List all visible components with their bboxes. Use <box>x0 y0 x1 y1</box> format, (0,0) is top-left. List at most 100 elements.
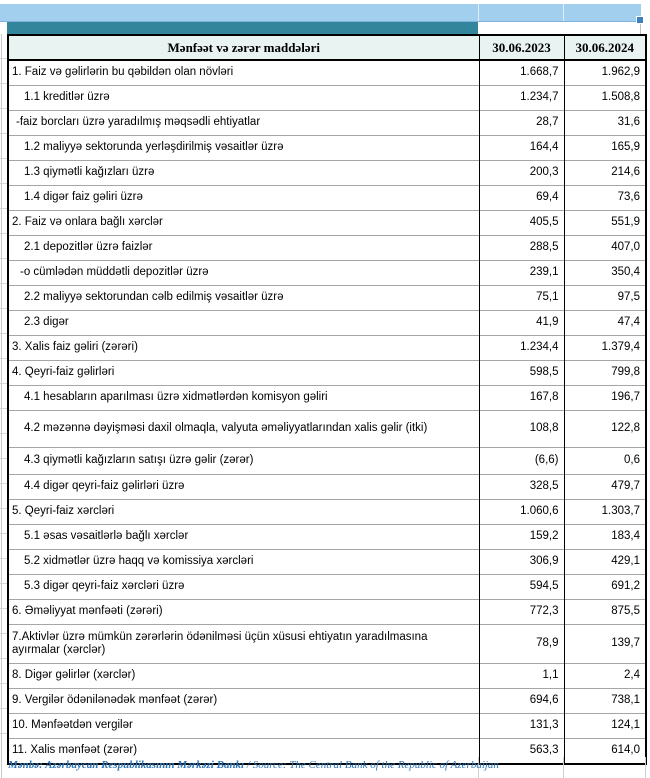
value-2024: 196,7 <box>563 385 646 411</box>
value-2023: 288,5 <box>478 235 564 261</box>
col-header-date-2024: 30.06.2024 <box>563 35 646 61</box>
header-row: Mənfəət və zərər maddələri 30.06.2023 30… <box>8 35 646 61</box>
gridline <box>645 757 646 778</box>
value-2024: 691,2 <box>563 574 646 600</box>
row-label: 5.2 xidmətlər üzrə haqq və komissiya xər… <box>8 549 479 575</box>
row-label: 1.3 qiymətli kağızları üzrə <box>8 160 479 186</box>
row-label: 5.3 digər qeyri-faiz xərcləri üzrə <box>8 574 479 600</box>
row-label: 2. Faiz və onlara bağlı xərclər <box>8 210 479 236</box>
source-note-en: Source: The Central Bank of the Republic… <box>252 759 499 771</box>
value-2023: 598,5 <box>478 360 564 386</box>
value-2023: 563,3 <box>478 738 564 764</box>
source-note-az: Mənbə: Azərbaycan Respublikasının Mərkəz… <box>8 759 245 771</box>
row-label: 9. Vergilər ödənilənədək mənfəət (zərər) <box>8 688 479 714</box>
value-2023: 167,8 <box>478 385 564 411</box>
column-separator <box>478 4 479 21</box>
row-label: 2.1 depozitlər üzrə faizlər <box>8 235 479 261</box>
row-label: 8. Digər gəlirlər (xərclər) <box>8 663 479 689</box>
value-2023: 164,4 <box>478 135 564 161</box>
table-row: 4.3 qiymətli kağızların satışı üzrə gəli… <box>8 447 646 475</box>
value-2023: 28,7 <box>478 110 564 136</box>
value-2024: 407,0 <box>563 235 646 261</box>
table-row: 1.4 digər faiz gəliri üzrə 69,4 73,6 <box>8 185 646 211</box>
value-2024: 875,5 <box>563 599 646 625</box>
value-2023: 239,1 <box>478 260 564 286</box>
table-row: 4.1 hesabların aparılması üzrə xidmətlər… <box>8 385 646 411</box>
table-row: 2. Faiz və onlara bağlı xərclər 405,5 551,… <box>8 210 646 236</box>
row-label: 1. Faiz və gəlirlərin bu qəbildən olan n… <box>8 60 479 86</box>
value-2023: 594,5 <box>478 574 564 600</box>
row-label: 10. Mənfəətdən vergilər <box>8 713 479 739</box>
value-2023: 772,3 <box>478 599 564 625</box>
row-label: 7.Aktivlər üzrə mümkün zərərlərin ödənil… <box>8 624 479 664</box>
value-2023: 131,3 <box>478 713 564 739</box>
value-2023: 405,5 <box>478 210 564 236</box>
col-header-items: Mənfəət və zərər maddələri <box>8 35 479 61</box>
table-row: -faiz borcları üzrə yaradılmış məqsədli … <box>8 110 646 136</box>
source-note: Mənbə: Azərbaycan Respublikasının Mərkəz… <box>8 759 648 771</box>
row-label: 4.4 digər qeyri-faiz gəlirləri üzrə <box>8 474 479 500</box>
value-2023: 1.060,6 <box>478 499 564 525</box>
table-row: 4.2 məzənnə dəyişməsi daxil olmaqla, val… <box>8 410 646 448</box>
table-row: 3. Xalis faiz gəliri (zərəri) 1.234,4 1.37… <box>8 335 646 361</box>
table-body: 1. Faiz və gəlirlərin bu qəbildən olan n… <box>8 60 646 764</box>
source-note-separator: / <box>244 759 253 771</box>
row-label: 11. Xalis mənfəət (zərər) <box>8 738 479 764</box>
table-row: 8. Digər gəlirlər (xərclər) 1,1 2,4 <box>8 663 646 689</box>
table-row: 5. Qeyri-faiz xərcləri 1.060,6 1.303,7 <box>8 499 646 525</box>
value-2024: 1.379,4 <box>563 335 646 361</box>
value-2023: 78,9 <box>478 624 564 664</box>
table-row: -o cümlədən müddətli depozitlər üzrə 239,… <box>8 260 646 286</box>
value-2024: 479,7 <box>563 474 646 500</box>
value-2023: 75,1 <box>478 285 564 311</box>
gridline <box>1 34 2 778</box>
table-row: 4. Qeyri-faiz gəlirləri 598,5 799,8 <box>8 360 646 386</box>
table-row: 1.3 qiymətli kağızları üzrə 200,3 214,6 <box>8 160 646 186</box>
value-2024: 31,6 <box>563 110 646 136</box>
table-row: 1.1 kreditlər üzrə 1.234,7 1.508,8 <box>8 85 646 111</box>
value-2024: 214,6 <box>563 160 646 186</box>
row-label: 1.1 kreditlər üzrə <box>8 85 479 111</box>
value-2024: 183,4 <box>563 524 646 550</box>
table-row: 2.1 depozitlər üzrə faizlər 288,5 407,0 <box>8 235 646 261</box>
value-2024: 429,1 <box>563 549 646 575</box>
value-2024: 1.303,7 <box>563 499 646 525</box>
selection-fill-handle[interactable] <box>636 16 644 24</box>
value-2023: (6,6) <box>478 447 564 475</box>
value-2024: 165,9 <box>563 135 646 161</box>
value-2024: 97,5 <box>563 285 646 311</box>
table-row: 10. Mənfəətdən vergilər 131,3 124,1 <box>8 713 646 739</box>
row-label: -faiz borcları üzrə yaradılmış məqsədli … <box>8 110 479 136</box>
table-row: 7.Aktivlər üzrə mümkün zərərlərin ödənil… <box>8 624 646 664</box>
row-label: 3. Xalis faiz gəliri (zərəri) <box>8 335 479 361</box>
table-row: 11. Xalis mənfəət (zərər) 563,3 614,0 <box>8 738 646 764</box>
value-2024: 124,1 <box>563 713 646 739</box>
table-row: 2.3 digər 41,9 47,4 <box>8 310 646 336</box>
row-label: 1.2 maliyyə sektorunda yerləşdirilmiş və… <box>8 135 479 161</box>
row-label: 5. Qeyri-faiz xərcləri <box>8 499 479 525</box>
value-2024: 122,8 <box>563 410 646 448</box>
row-label: 6. Əməliyyat mənfəəti (zərəri) <box>8 599 479 625</box>
value-2024: 551,9 <box>563 210 646 236</box>
col-header-date-2023: 30.06.2023 <box>478 35 564 61</box>
value-2023: 108,8 <box>478 410 564 448</box>
row-label: 4. Qeyri-faiz gəlirləri <box>8 360 479 386</box>
value-2023: 306,9 <box>478 549 564 575</box>
value-2023: 1.234,7 <box>478 85 564 111</box>
value-2023: 159,2 <box>478 524 564 550</box>
teal-accent-bar <box>7 22 478 34</box>
value-2024: 47,4 <box>563 310 646 336</box>
table-row: 5.2 xidmətlər üzrə haqq və komissiya xər… <box>8 549 646 575</box>
column-separator <box>563 4 564 21</box>
table-header: Mənfəət və zərər maddələri 30.06.2023 30… <box>8 35 646 61</box>
value-2024: 139,7 <box>563 624 646 664</box>
table-row: 4.4 digər qeyri-faiz gəlirləri üzrə 328,5… <box>8 474 646 500</box>
sheet-gridlines-left <box>0 34 7 757</box>
row-label: 2.2 maliyyə sektorundan cəlb edilmiş vəs… <box>8 285 479 311</box>
table-row: 2.2 maliyyə sektorundan cəlb edilmiş vəs… <box>8 285 646 311</box>
profit-loss-table: Mənfəət və zərər maddələri 30.06.2023 30… <box>7 34 647 765</box>
value-2023: 200,3 <box>478 160 564 186</box>
table-row: 1.2 maliyyə sektorunda yerləşdirilmiş və… <box>8 135 646 161</box>
value-2023: 694,6 <box>478 688 564 714</box>
gridline <box>478 757 479 778</box>
